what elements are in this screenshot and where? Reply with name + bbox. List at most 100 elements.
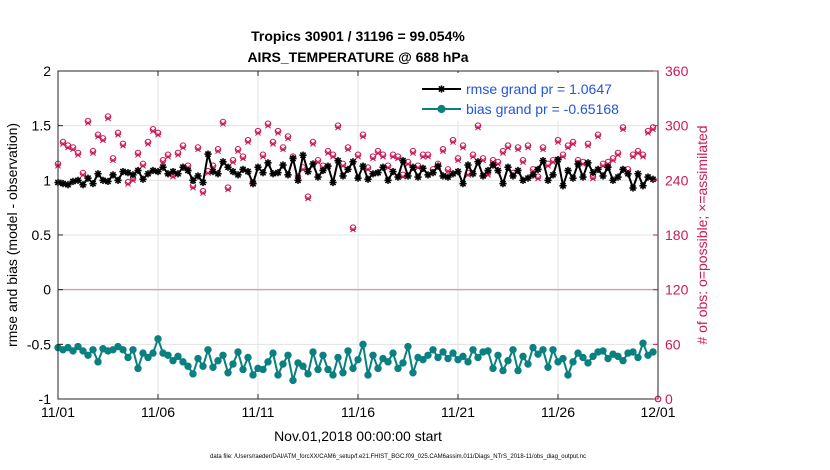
rmse-point — [539, 157, 547, 165]
obs-possible-marker — [584, 140, 592, 148]
rmse-point — [639, 182, 647, 190]
marker-dot — [296, 178, 300, 182]
obs-possible-marker — [354, 151, 362, 159]
rmse-point — [214, 170, 222, 178]
rmse-point — [229, 167, 237, 176]
bias-point — [549, 346, 557, 354]
rmse-point — [524, 174, 532, 182]
obs-assimilated-marker — [235, 148, 241, 155]
bias-point — [264, 358, 272, 366]
rmse-point — [564, 166, 572, 175]
rmse-point — [209, 167, 217, 176]
bias-point — [314, 365, 322, 374]
marker-dot — [416, 175, 420, 179]
rmse-point — [289, 154, 297, 163]
rmse-point — [454, 167, 462, 176]
bias-point — [129, 346, 137, 354]
rmse-point — [649, 175, 657, 183]
marker-dot — [326, 164, 330, 168]
bias-point — [379, 354, 387, 363]
obs-possible-marker — [164, 151, 172, 159]
bias-point — [344, 347, 352, 355]
obs-possible-marker — [554, 136, 562, 144]
obs-possible-marker — [114, 129, 122, 137]
marker-dot — [336, 159, 340, 163]
bias-point — [204, 346, 212, 354]
rmse-point — [79, 181, 87, 189]
obs-assimilated-marker — [95, 133, 101, 140]
bias-point — [374, 364, 382, 373]
marker-dot — [276, 171, 280, 175]
obs-assimilated-marker — [420, 153, 426, 160]
marker-dot — [176, 172, 180, 176]
marker-dot — [426, 173, 430, 177]
rmse-point — [359, 162, 367, 170]
bias-point — [229, 360, 237, 368]
obs-possible-marker — [499, 147, 507, 155]
bias-point — [154, 335, 162, 343]
y-tick-label-right: 300 — [665, 118, 689, 134]
obs-possible-marker — [234, 146, 242, 153]
bias-point — [249, 371, 257, 379]
obs-assimilated-marker — [550, 159, 556, 166]
obs-assimilated-marker — [335, 124, 341, 131]
rmse-point — [414, 173, 422, 181]
rmse-point — [279, 161, 287, 169]
bias-point — [439, 348, 447, 356]
obs-possible-marker — [374, 147, 382, 155]
obs-assimilated-marker — [240, 155, 246, 162]
obs-possible-marker — [479, 155, 487, 162]
rmse-point — [309, 160, 317, 168]
marker-dot — [531, 173, 535, 177]
bias-point — [169, 357, 177, 365]
bias-point — [489, 364, 497, 373]
rmse-point — [364, 175, 372, 183]
bias-point — [504, 357, 512, 365]
marker-dot — [616, 175, 620, 179]
rmse-point — [264, 159, 272, 167]
rmse-point — [429, 169, 437, 177]
obs-assimilated-marker — [90, 150, 96, 156]
bias-point — [69, 347, 77, 355]
obs-possible-marker — [634, 147, 642, 155]
rmse-point — [144, 170, 152, 178]
bias-point — [419, 355, 427, 364]
obs-assimilated-marker — [255, 130, 261, 136]
rmse-point — [379, 163, 387, 171]
marker-dot — [341, 174, 345, 178]
rmse-point — [154, 167, 162, 176]
obs-assimilated-marker — [75, 151, 81, 158]
rmse-point — [509, 172, 517, 180]
rmse-point — [134, 166, 142, 175]
obs-assimilated-marker — [405, 160, 411, 167]
obs-possible-marker — [339, 160, 347, 168]
bias-point — [454, 355, 462, 364]
rmse-point — [274, 169, 282, 177]
marker-dot — [486, 168, 490, 173]
rmse-point — [624, 170, 632, 178]
y-tick-label-left: 2 — [43, 63, 51, 79]
rmse-point — [589, 169, 597, 177]
bias-point — [309, 348, 317, 356]
obs-possible-marker — [474, 122, 482, 129]
obs-assimilated-marker — [370, 155, 376, 162]
rmse-point — [504, 163, 512, 171]
y-tick-label-right: 180 — [665, 227, 689, 243]
rmse-point — [189, 176, 197, 184]
obs-assimilated-marker — [360, 133, 366, 140]
legend-bias-label: bias grand pr = -0.65168 — [466, 101, 619, 117]
marker-dot — [141, 177, 145, 181]
rmse-point — [94, 170, 102, 178]
obs-assimilated-marker — [280, 146, 286, 153]
marker-dot — [626, 172, 630, 176]
obs-possible-marker — [159, 156, 167, 164]
obs-assimilated-marker — [540, 146, 546, 153]
rmse-point — [284, 171, 292, 179]
obs-possible-marker — [214, 146, 222, 153]
rmse-point — [184, 166, 192, 175]
obs-assimilated-marker — [140, 162, 146, 169]
obs-possible-marker — [244, 136, 252, 144]
obs-possible-marker — [314, 156, 322, 164]
rmse-point — [584, 159, 592, 167]
marker-dot — [381, 165, 385, 169]
